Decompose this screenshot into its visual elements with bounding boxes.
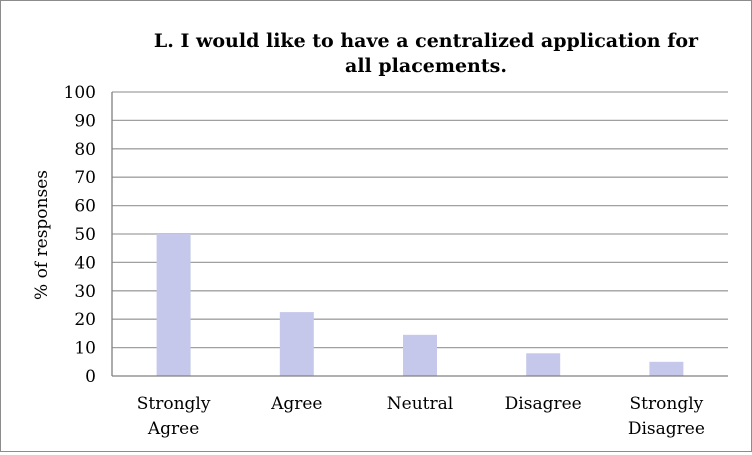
gridlines (112, 91, 728, 349)
y-axis-label: % of responses (32, 170, 52, 300)
y-tick-label: 20 (74, 310, 96, 330)
x-tick-label: Disagree (628, 419, 705, 439)
x-tick-label: Agree (147, 419, 199, 439)
y-axis-ticks: 0 10 20 30 40 50 60 70 80 90 100 (64, 83, 96, 387)
chart-title-line-2: all placements. (345, 55, 507, 77)
bars (156, 234, 684, 376)
y-tick-label: 70 (74, 168, 96, 188)
y-tick-label: 0 (85, 367, 96, 387)
x-tick-label: Strongly (630, 394, 704, 414)
y-tick-label: 50 (74, 225, 96, 245)
chart-title-line-1: L. I would like to have a centralized ap… (154, 30, 699, 52)
x-tick-label: Strongly (137, 394, 211, 414)
bar (403, 334, 437, 376)
x-tick-label: Agree (270, 394, 322, 414)
bar (279, 312, 314, 376)
y-tick-label: 40 (74, 253, 96, 273)
x-axis-ticks: Strongly Agree Agree Neutral Disagree Strongl… (137, 394, 705, 439)
bar (526, 353, 561, 376)
y-tick-label: 10 (74, 339, 96, 359)
bar (649, 361, 684, 376)
x-tick-label: Disagree (505, 394, 582, 414)
y-tick-label: 30 (74, 282, 96, 302)
x-tick-label: Neutral (387, 394, 453, 414)
chart-title: L. I would like to have a centralized ap… (154, 30, 699, 77)
y-tick-label: 90 (74, 111, 96, 131)
y-tick-label: 60 (74, 197, 96, 217)
y-tick-label: 80 (74, 140, 96, 160)
bar (156, 234, 191, 376)
y-tick-label: 100 (64, 83, 96, 103)
